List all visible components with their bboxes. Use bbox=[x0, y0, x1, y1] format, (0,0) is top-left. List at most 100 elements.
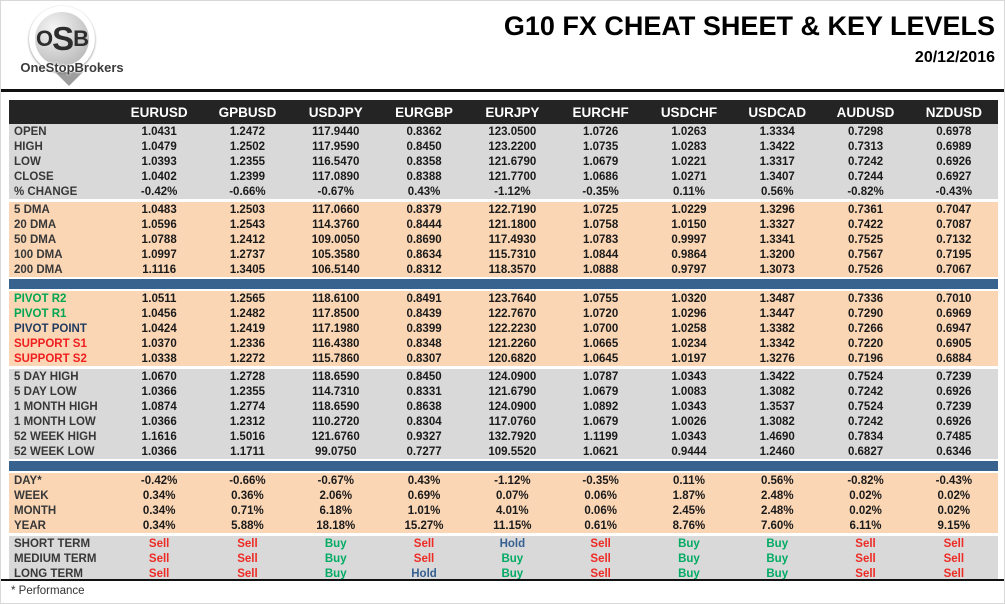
data-cell: 0.6927 bbox=[936, 170, 972, 183]
data-cell: 1.2472 bbox=[229, 125, 266, 138]
data-cell: 1.0150 bbox=[671, 218, 707, 231]
data-cell: 0.7242 bbox=[847, 155, 884, 168]
data-cell: 0.9997 bbox=[671, 233, 707, 246]
data-cell: 0.8388 bbox=[406, 170, 442, 183]
row-label: 5 DMA bbox=[14, 203, 50, 216]
title-block: G10 FX CHEAT SHEET & KEY LEVELS 20/12/20… bbox=[504, 11, 995, 67]
data-cell: 1.0366 bbox=[141, 415, 177, 428]
data-cell: 0.6989 bbox=[936, 140, 972, 153]
data-cell: 0.7010 bbox=[936, 292, 972, 305]
signal-cell: Sell bbox=[413, 552, 435, 565]
data-cell: 1.0700 bbox=[583, 322, 619, 335]
data-cell: 2.48% bbox=[760, 489, 794, 502]
data-cell: 1.0686 bbox=[583, 170, 619, 183]
data-cell: 1.3422 bbox=[759, 140, 795, 153]
data-cell: 0.8304 bbox=[406, 415, 442, 428]
data-cell: 114.3760 bbox=[312, 218, 360, 231]
data-cell: -0.42% bbox=[140, 474, 178, 487]
table-row: PIVOT R1 1.0456 1.2482 117.8500 0.8439 122.76… bbox=[9, 306, 998, 321]
data-cell: 117.9590 bbox=[312, 140, 360, 153]
data-cell: 1.87% bbox=[672, 489, 706, 502]
data-cell: -0.35% bbox=[582, 185, 619, 198]
data-cell: 0.8491 bbox=[406, 292, 442, 305]
data-cell: 0.7242 bbox=[847, 385, 884, 398]
data-cell: 118.6590 bbox=[312, 370, 360, 383]
table-row: PIVOT R2 1.0511 1.2565 118.6100 0.8491 123.76… bbox=[9, 291, 998, 306]
signal-cell: Sell bbox=[943, 552, 965, 565]
data-cell: 0.6827 bbox=[847, 445, 884, 458]
signal-cell: Sell bbox=[855, 537, 876, 550]
data-cell: 1.0725 bbox=[583, 203, 619, 216]
data-cell: 0.6947 bbox=[936, 322, 972, 335]
data-cell: 0.8634 bbox=[406, 248, 442, 261]
data-cell: 1.0343 bbox=[671, 430, 707, 443]
data-cell: -0.67% bbox=[317, 474, 354, 487]
data-cell: 1.0679 bbox=[583, 155, 619, 168]
page-title: G10 FX CHEAT SHEET & KEY LEVELS bbox=[503, 11, 995, 41]
data-cell: 0.56% bbox=[760, 185, 794, 198]
data-cell: 0.43% bbox=[407, 185, 441, 198]
table-body: OPEN 1.0431 1.2472 117.9440 0.8362 123.0500 1.… bbox=[9, 124, 998, 581]
data-cell: 1.0370 bbox=[141, 337, 177, 350]
data-cell: 1.0758 bbox=[583, 218, 619, 231]
data-cell: 0.8307 bbox=[406, 352, 442, 365]
signal-cell: Buy bbox=[766, 552, 789, 565]
data-cell: 0.7336 bbox=[847, 292, 884, 305]
signal-cell: Sell bbox=[590, 567, 611, 580]
row-label: MONTH bbox=[14, 504, 57, 517]
table-row: 52 WEEK LOW 1.0366 1.1711 99.0750 0.7277 109.… bbox=[9, 444, 998, 459]
data-cell: 1.3327 bbox=[759, 218, 795, 231]
data-cell: 0.6905 bbox=[936, 337, 972, 350]
signal-cell: Buy bbox=[501, 567, 524, 580]
column-header: USDCHF bbox=[660, 104, 718, 120]
data-cell: 0.02% bbox=[937, 489, 971, 502]
row-label: WEEK bbox=[14, 489, 49, 502]
data-cell: 1.2272 bbox=[229, 352, 266, 365]
data-cell: 117.0760 bbox=[488, 415, 537, 428]
data-cell: 0.7277 bbox=[406, 445, 442, 458]
data-cell: 0.8358 bbox=[406, 155, 442, 168]
data-cell: 0.6926 bbox=[936, 415, 972, 428]
data-cell: 1.0892 bbox=[583, 400, 619, 413]
data-cell: 118.3570 bbox=[488, 263, 537, 276]
data-cell: 121.2260 bbox=[488, 337, 537, 350]
data-cell: 0.6978 bbox=[936, 125, 972, 138]
data-cell: 121.7700 bbox=[488, 170, 537, 183]
data-cell: 99.0750 bbox=[314, 445, 357, 458]
row-label: YEAR bbox=[14, 519, 46, 532]
data-cell: 106.5140 bbox=[311, 263, 360, 276]
table-row: 1 MONTH LOW 1.0366 1.2312 110.2720 0.8304 117… bbox=[9, 414, 998, 429]
section-signals: SHORT TERM Sell Sell Buy Sell Hold Sell Buy Buy S… bbox=[9, 536, 998, 581]
data-cell: 1.2565 bbox=[229, 292, 266, 305]
data-cell: 1.3296 bbox=[759, 203, 795, 216]
table-row: YEAR 0.34% 5.88% 18.18% 15.27% 11.15% 0.61% 8.7… bbox=[9, 518, 998, 533]
data-cell: 1.0343 bbox=[671, 370, 707, 383]
column-header: NZDUSD bbox=[925, 104, 982, 120]
data-cell: 109.0050 bbox=[311, 233, 360, 246]
data-cell: 1.2336 bbox=[229, 337, 266, 350]
row-label: LOW bbox=[14, 155, 41, 168]
data-cell: 1.0670 bbox=[141, 370, 177, 383]
data-cell: 0.7196 bbox=[847, 352, 884, 365]
data-cell: 0.9797 bbox=[671, 263, 707, 276]
signal-cell: Sell bbox=[943, 537, 965, 550]
data-cell: 1.0197 bbox=[671, 352, 707, 365]
column-header: EURGBP bbox=[395, 104, 453, 120]
data-cell: 121.6790 bbox=[488, 155, 537, 168]
data-cell: 1.0229 bbox=[671, 203, 707, 216]
report-date: 20/12/2016 bbox=[914, 49, 995, 66]
data-cell: 117.8500 bbox=[312, 307, 360, 320]
data-cell: 0.71% bbox=[231, 504, 264, 517]
data-cell: -0.82% bbox=[847, 474, 884, 487]
data-cell: 1.0874 bbox=[141, 400, 177, 413]
data-cell: 1.4690 bbox=[759, 430, 795, 443]
data-cell: 118.6590 bbox=[312, 400, 360, 413]
data-cell: 1.0679 bbox=[583, 385, 619, 398]
table-row: 5 DMA 1.0483 1.2503 117.0660 0.8379 122.7190 1… bbox=[9, 202, 998, 217]
data-cell: 7.60% bbox=[760, 519, 794, 532]
data-cell: 1.2503 bbox=[229, 203, 266, 216]
data-cell: 1.0596 bbox=[141, 218, 177, 231]
data-cell: 1.0083 bbox=[671, 385, 707, 398]
data-cell: 0.7067 bbox=[936, 263, 972, 276]
data-cell: 0.02% bbox=[937, 504, 971, 517]
